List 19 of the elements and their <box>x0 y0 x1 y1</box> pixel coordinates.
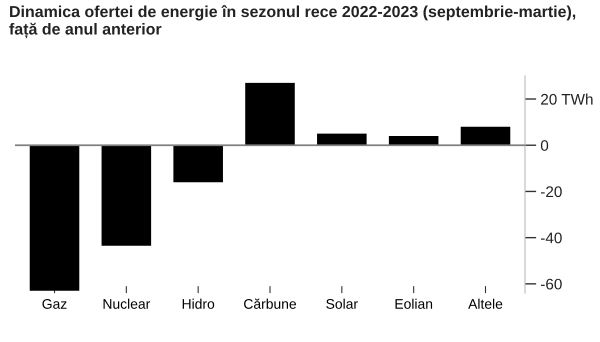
x-tick-label: Solar <box>326 298 358 309</box>
y-tick-label: -20 <box>540 186 562 198</box>
x-tick-label: Cărbune <box>244 298 296 309</box>
x-tick-label: Eolian <box>396 298 432 309</box>
chart-title: Dinamica ofertei de energie în sezonul rece 2022-2023 (septembrie-martie), față de anul anterior <box>9 5 576 38</box>
bar <box>317 134 367 146</box>
y-tick-label: -60 <box>540 278 562 290</box>
bar <box>30 145 80 291</box>
y-tick-label: 0 <box>540 140 548 151</box>
bar <box>245 82 295 146</box>
y-tick-label: -40 <box>540 232 562 244</box>
x-tick-label: Gaz <box>42 299 67 309</box>
x-tick-label: Nuclear <box>104 298 150 309</box>
x-tick-label: Altele <box>468 298 502 309</box>
bar <box>102 145 152 246</box>
bar <box>460 126 510 146</box>
y-tick-label: 20 TWh <box>541 93 593 105</box>
bar <box>173 145 223 182</box>
x-tick-label: Hidro <box>182 298 214 309</box>
